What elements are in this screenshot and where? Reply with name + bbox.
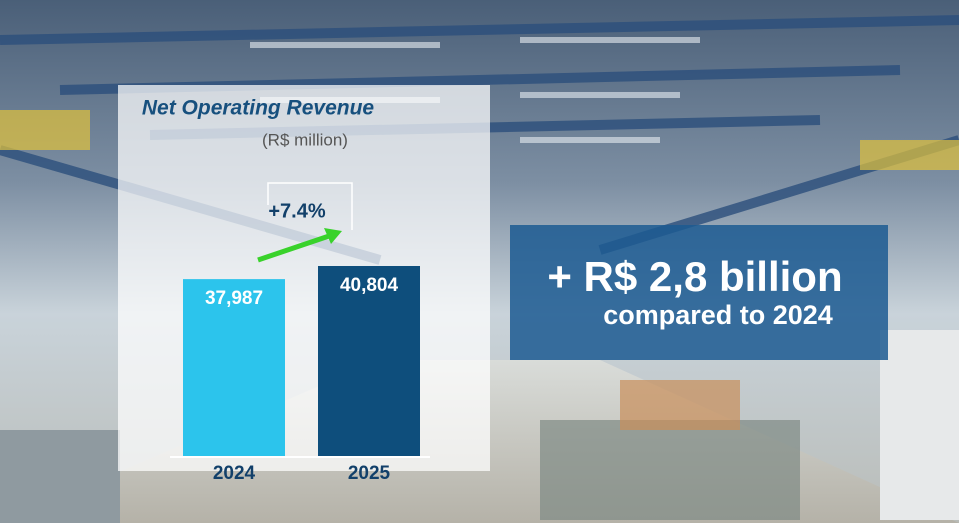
- chart-subtitle: (R$ million): [262, 130, 348, 149]
- value-label: 37,987: [205, 288, 263, 309]
- callout-box: [510, 225, 888, 360]
- chart-title: Net Operating Revenue: [142, 97, 375, 120]
- bar: [318, 266, 420, 456]
- x-tick-label: 2024: [213, 463, 256, 484]
- bracket: [267, 182, 353, 230]
- chart-panel: [118, 85, 490, 471]
- callout-headline: + R$ 2,8 billion: [547, 253, 842, 300]
- growth-arrow: [257, 232, 333, 263]
- x-tick-label: 2025: [348, 463, 391, 484]
- callout-subtext: compared to 2024: [603, 300, 833, 330]
- arrow-head: [324, 228, 342, 244]
- bars: 37,987 2024 40,804 2025: [183, 266, 420, 484]
- value-label: 40,804: [340, 275, 399, 296]
- bar: [183, 279, 285, 456]
- change-label: +7.4%: [268, 200, 325, 222]
